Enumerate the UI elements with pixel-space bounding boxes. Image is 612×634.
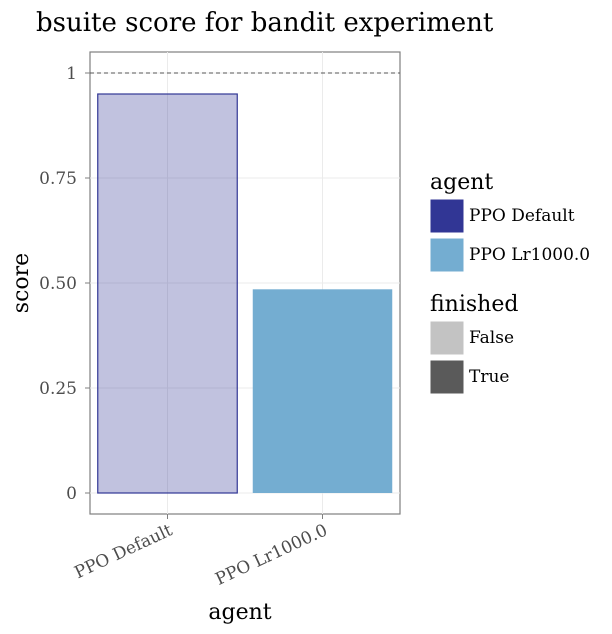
legend-label: PPO Default	[469, 206, 575, 226]
y-axis: 0 0.25 0.50 0.75 1	[39, 64, 90, 504]
x-tick-label: PPO Lr1000.0	[212, 520, 330, 589]
legend-agent: agent PPO Default PPO Lr1000.0	[429, 170, 590, 273]
legend-key-false	[429, 320, 465, 356]
legend-finished-title: finished	[430, 292, 518, 317]
y-axis-title: score	[9, 253, 34, 313]
legend-label: PPO Lr1000.0	[469, 245, 590, 265]
plot-panel	[89, 51, 401, 515]
bar-ppo-default	[97, 93, 238, 494]
x-tick-label: PPO Default	[71, 520, 175, 583]
y-tick-label: 1	[66, 64, 77, 84]
legend-key-ppo-default	[429, 198, 465, 234]
y-tick-label: 0.25	[39, 379, 77, 399]
legend-key-ppo-lr1000-0	[429, 237, 465, 273]
y-tick-label: 0	[66, 484, 77, 504]
legend-label: True	[469, 367, 509, 387]
legend-agent-title: agent	[430, 170, 493, 195]
x-axis-title: agent	[208, 600, 271, 625]
legend-finished: finished False True	[429, 292, 518, 395]
bars	[97, 93, 393, 494]
legend-label: False	[469, 328, 514, 348]
bar-ppo-lr1000-0	[252, 289, 393, 493]
x-axis: PPO Default PPO Lr1000.0	[71, 514, 331, 590]
legend-key-true	[429, 359, 465, 395]
y-tick-label: 0.50	[39, 274, 77, 294]
chart-title: bsuite score for bandit experiment	[36, 8, 494, 38]
y-tick-label: 0.75	[39, 169, 77, 189]
